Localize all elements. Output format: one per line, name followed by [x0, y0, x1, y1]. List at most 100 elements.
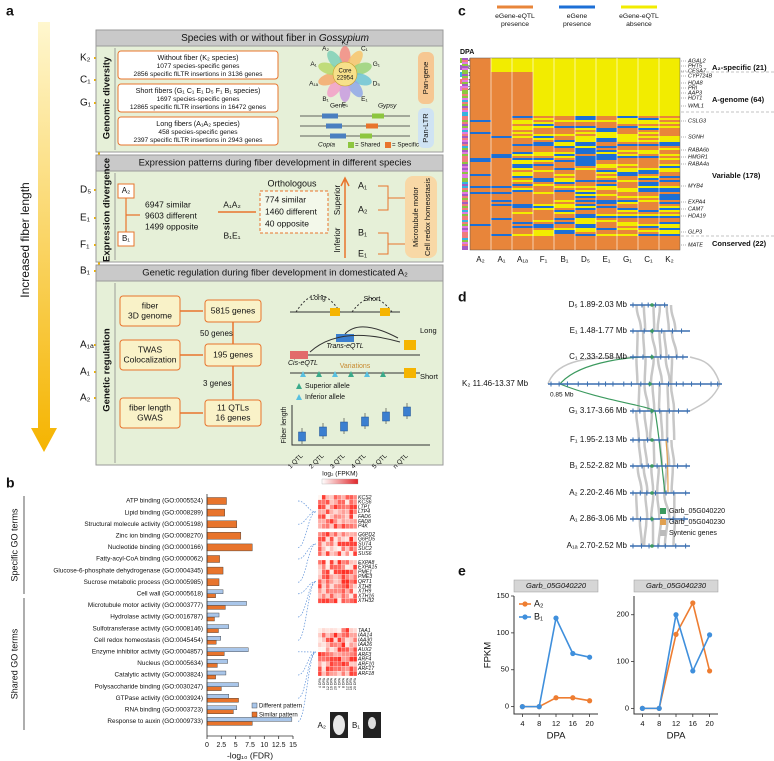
- heat-cell: [345, 514, 350, 520]
- heat-cell: [321, 546, 326, 552]
- gene-block: [330, 308, 340, 316]
- go-term-label: Nucleus (GO:0005634): [137, 660, 203, 667]
- heat-cell: [659, 208, 680, 210]
- heat-cell: [349, 632, 354, 638]
- point: [570, 695, 576, 701]
- heat-cell: [575, 118, 596, 120]
- legend-label: eGene: [567, 13, 588, 20]
- heat-cell: [533, 114, 554, 116]
- heat-cell: [617, 238, 638, 240]
- heat-cell: [659, 82, 680, 84]
- heat-cell: [491, 150, 512, 152]
- heat-cell: [333, 666, 338, 672]
- heat-cell: [345, 627, 350, 633]
- heat-cell: [470, 82, 491, 84]
- heat-cell: [491, 80, 512, 82]
- heat-cell: [596, 90, 617, 92]
- heat-cell: [617, 144, 638, 146]
- bar: [206, 686, 222, 691]
- heat-cell: [659, 112, 680, 114]
- heat-cell: [554, 220, 575, 222]
- heat-cell: [638, 172, 659, 174]
- dpa-strip: [462, 126, 468, 128]
- heat-gene-label: G6PD2: [358, 532, 375, 538]
- heat-gene-label: KCS6: [358, 500, 372, 506]
- heat-cell: [554, 74, 575, 76]
- heat-cell: [659, 168, 680, 170]
- genome-box-text: 2856 specific flLTR insertions in 3136 g…: [134, 71, 264, 78]
- heat-cell: [575, 82, 596, 84]
- heat-cell: [575, 88, 596, 90]
- go-term-label: Cell wall (GO:0005618): [137, 590, 203, 597]
- heat-cell: [321, 593, 326, 599]
- heat-cell: [596, 248, 617, 250]
- arrow-label: Increased fiber length: [18, 182, 32, 297]
- heat-cell: [617, 78, 638, 80]
- heat-cell: [638, 228, 659, 230]
- heat-cell: [353, 656, 358, 662]
- heat-cell: [329, 593, 334, 599]
- dpa-strip: [462, 124, 468, 126]
- heat-cell: [596, 164, 617, 166]
- gene-label: PHT5: [688, 63, 703, 69]
- heat-cell: [491, 140, 512, 142]
- cis-label: Cis-eQTL: [288, 360, 318, 367]
- species-label: E₁: [80, 213, 91, 224]
- heat-cell: [321, 574, 326, 580]
- heat-cell: [596, 156, 617, 158]
- heat-cell: [596, 94, 617, 96]
- heat-cell: [345, 564, 350, 570]
- heat-cell: [333, 564, 338, 570]
- heat-cell: [596, 190, 617, 192]
- dpa-strip: [462, 130, 468, 132]
- point: [690, 600, 696, 606]
- heat-cell: [533, 210, 554, 212]
- heat-cell: [325, 637, 330, 643]
- heat-cell: [470, 92, 491, 94]
- heat-cell: [345, 642, 350, 648]
- heat-cell: [533, 126, 554, 128]
- inferior-allele-label: Inferior allele: [305, 394, 345, 401]
- heat-cell: [345, 583, 350, 589]
- heat-cell: [533, 180, 554, 182]
- heat-cell: [638, 114, 659, 116]
- heat-gene-label: ARF3: [357, 652, 371, 658]
- species-label: F₁: [80, 240, 90, 251]
- heat-cell: [575, 182, 596, 184]
- heat-cell: [638, 64, 659, 66]
- dpa-strip: [462, 122, 468, 124]
- heat-cell: [491, 242, 512, 244]
- heat-cell: [325, 593, 330, 599]
- heat-cell: [659, 76, 680, 78]
- heat-cell: [341, 579, 346, 585]
- heat-cell: [491, 90, 512, 92]
- bar: [206, 674, 216, 680]
- heat-cell: [512, 232, 533, 234]
- heat-cell: [617, 204, 638, 206]
- heat-cell: [554, 128, 575, 130]
- bar: [206, 624, 229, 629]
- heat-cell: [638, 184, 659, 186]
- heat-cell: [554, 100, 575, 102]
- heat-cell: [317, 514, 323, 520]
- superior-marker: [296, 383, 302, 389]
- dpa-strip: [462, 226, 468, 228]
- x-axis-label: -log₁₀ (FDR): [227, 750, 273, 760]
- section-header: [95, 154, 444, 172]
- heat-cell: [596, 74, 617, 76]
- heat-cell: [638, 202, 659, 204]
- heat-cell: [341, 598, 346, 604]
- heat-cell: [554, 208, 575, 210]
- heat-cell: [596, 64, 617, 66]
- trans-label: Trans-eQTL: [326, 343, 363, 350]
- heat-cell: [533, 220, 554, 222]
- point: [519, 704, 526, 710]
- heat-cell: [659, 88, 680, 90]
- series-line: [522, 615, 590, 708]
- heat-cell: [659, 164, 680, 166]
- title-text: Species with or without fiber in: [181, 33, 319, 44]
- heat-cell: [321, 536, 326, 542]
- heat-cell: [491, 188, 512, 190]
- heat-cell: [575, 94, 596, 96]
